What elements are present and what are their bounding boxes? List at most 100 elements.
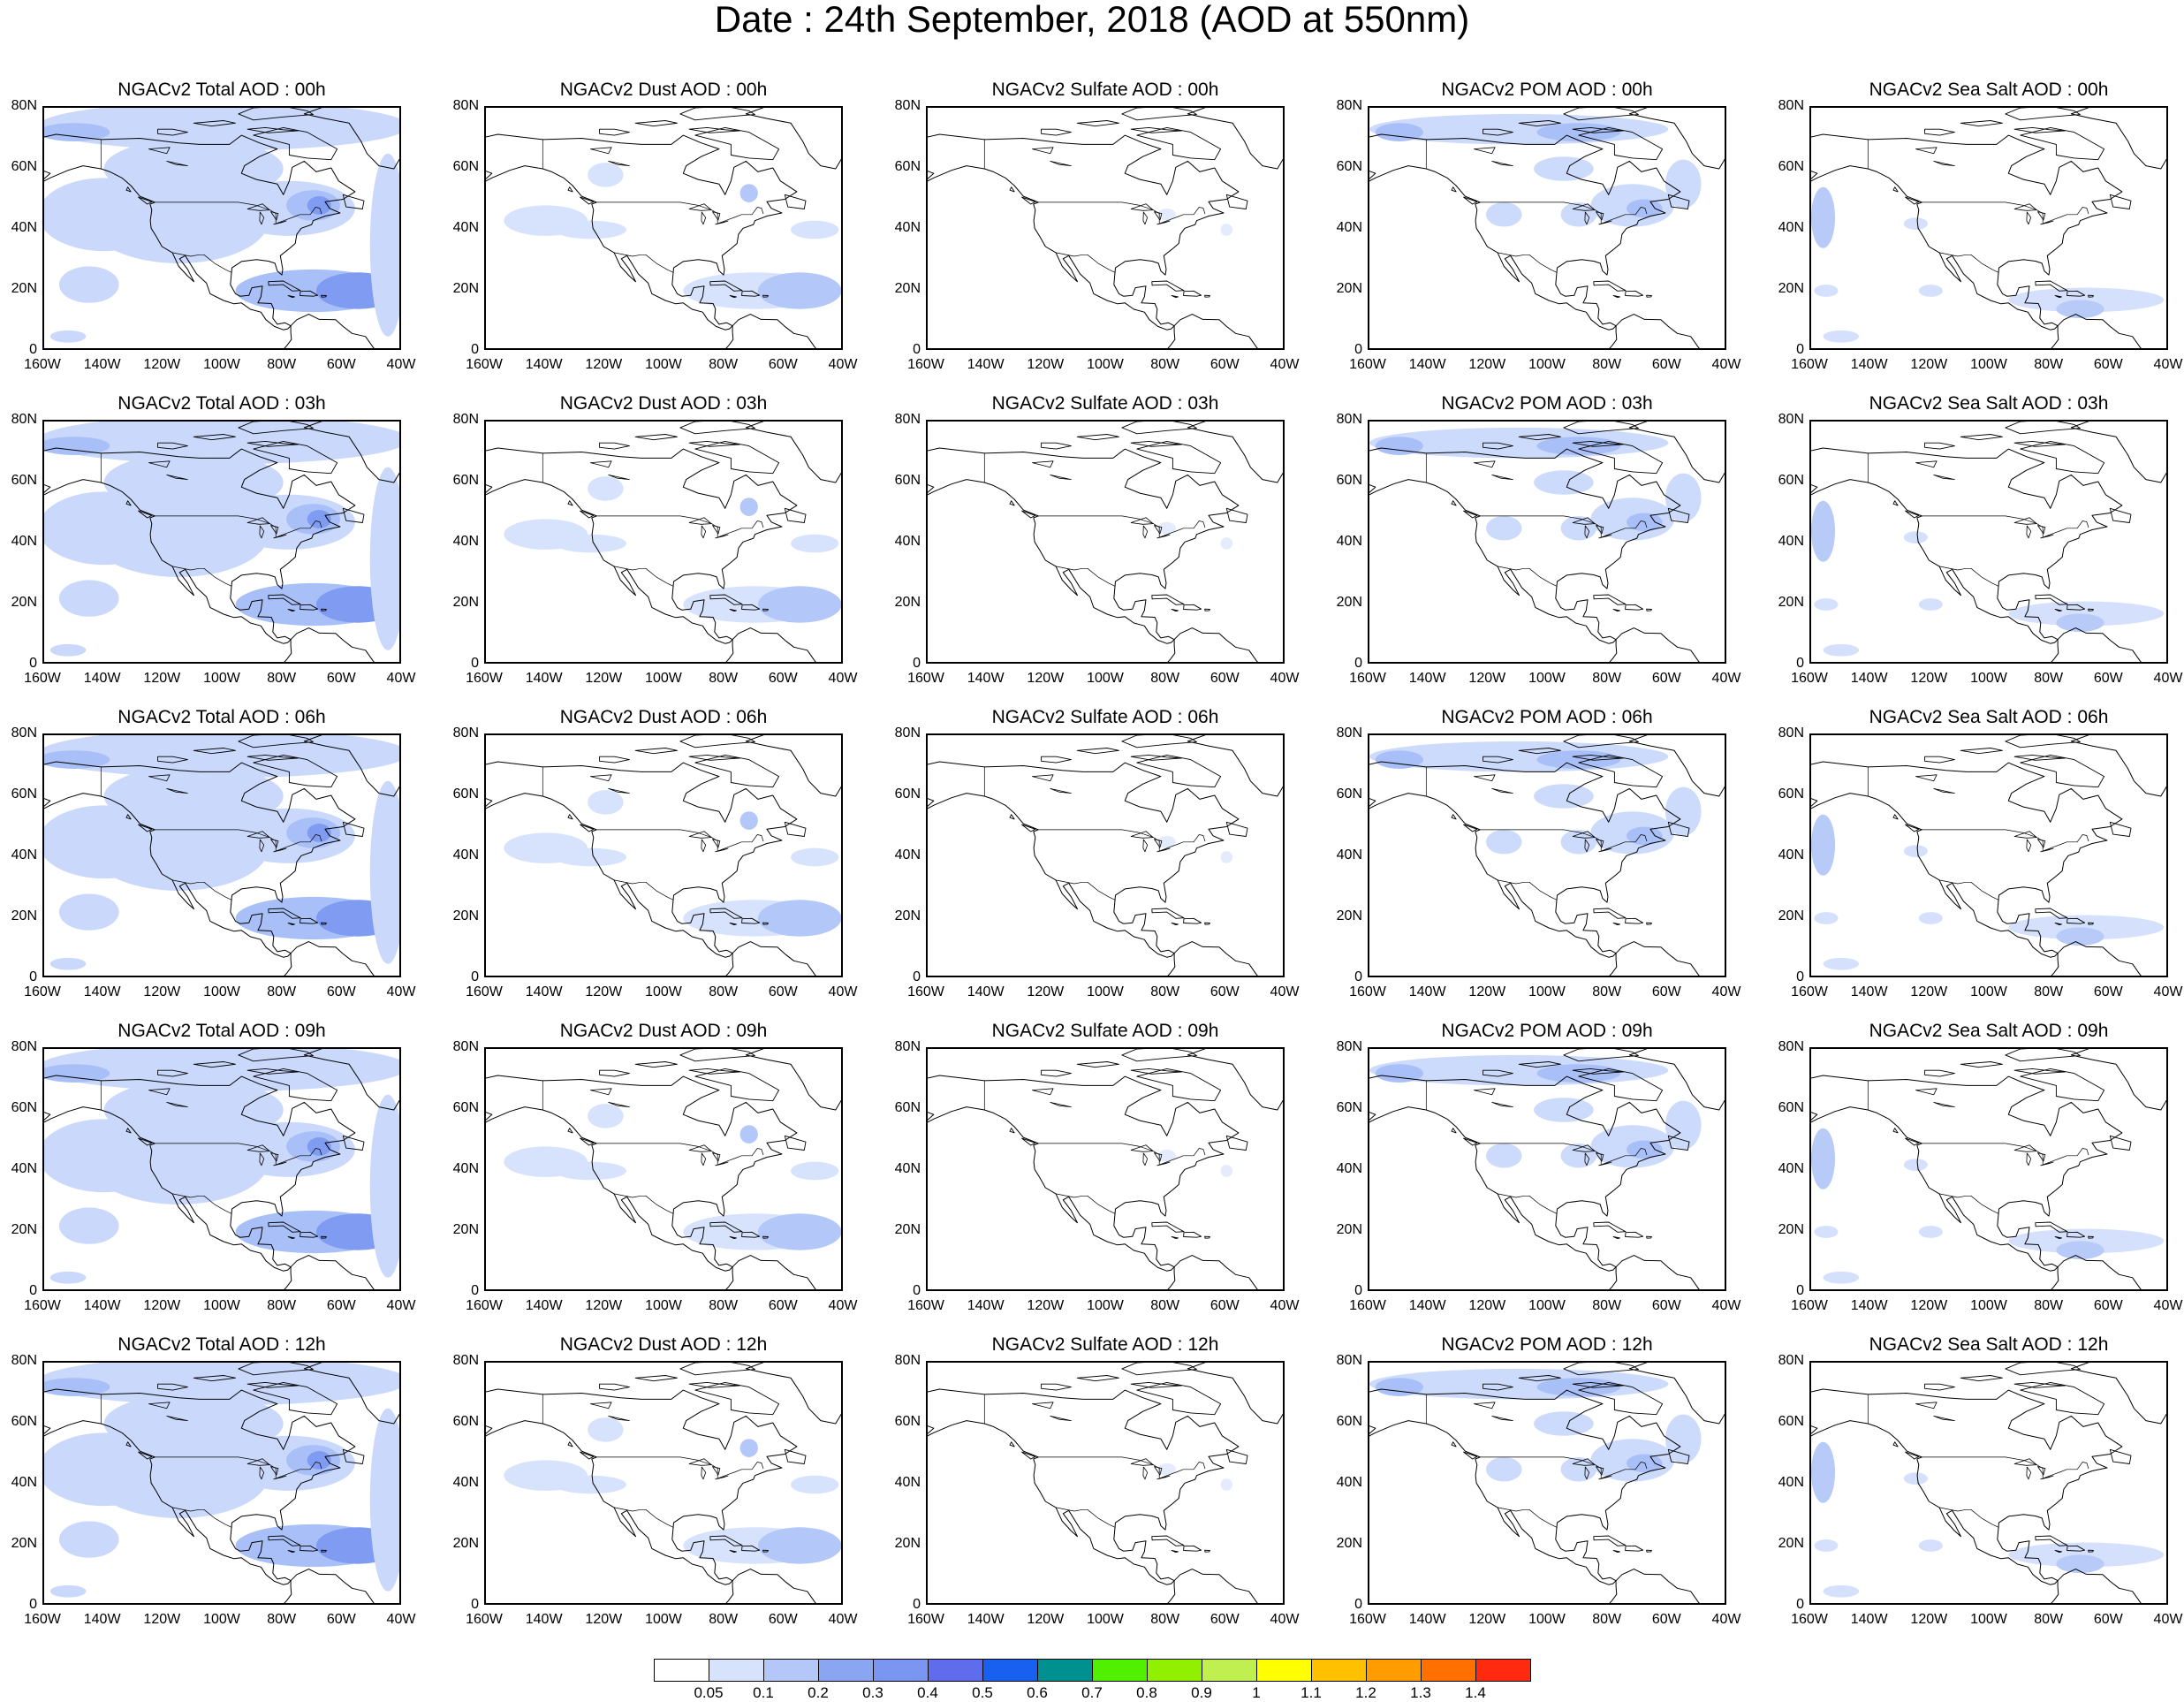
island-outline — [1021, 510, 1036, 519]
lon-tick-label: 160W — [907, 984, 944, 999]
lat-tick-label: 0 — [471, 1597, 479, 1612]
island-outline — [599, 128, 630, 136]
lon-tick-label: 40W — [386, 357, 416, 372]
lon-tick-label: 60W — [2093, 1298, 2123, 1313]
lat-tick-label: 20N — [1336, 1536, 1362, 1551]
island-outline — [1924, 756, 1955, 764]
island-outline — [1183, 1231, 1202, 1238]
country-border — [155, 829, 322, 852]
island-outline — [580, 510, 595, 519]
island-outline — [1021, 1451, 1036, 1460]
lon-tick-label: 120W — [1468, 1298, 1506, 1313]
aod-shading — [2056, 1241, 2104, 1260]
panel-title: NGACv2 Dust AOD : 06h — [559, 707, 768, 727]
aod-shading — [1375, 1378, 1423, 1396]
lake-outline — [1491, 1102, 1513, 1107]
lon-tick-label: 100W — [1970, 1612, 2007, 1627]
lon-tick-label: 60W — [326, 1298, 356, 1313]
lake-outline — [1598, 1475, 1612, 1480]
lon-tick-label: 100W — [1087, 671, 1124, 686]
map-canvas — [928, 1049, 1283, 1289]
lon-tick-label: 60W — [768, 984, 798, 999]
lake-outline — [590, 460, 612, 468]
aod-shading — [1220, 1478, 1233, 1491]
island-outline — [784, 1448, 807, 1464]
island-outline — [1009, 500, 1015, 506]
country-border — [1038, 829, 1206, 852]
island-outline — [2109, 1135, 2132, 1151]
colorbar-label: 1.3 — [1410, 1684, 1431, 1701]
map-canvas — [1811, 108, 2166, 348]
lat-tick-label: 40N — [1336, 1475, 1362, 1490]
coastline — [1609, 314, 1700, 348]
lat-tick-label: 0 — [29, 342, 37, 357]
island-outline — [1612, 1550, 1620, 1554]
island-outline — [2109, 194, 2132, 209]
lon-tick-label: 120W — [1910, 671, 1948, 686]
lat-tick-label: 60N — [894, 159, 921, 174]
aod-shading — [1811, 1441, 1836, 1503]
coastline — [2051, 1569, 2142, 1603]
island-outline — [1905, 196, 1920, 205]
map-canvas — [1811, 1049, 2166, 1289]
lon-tick-label: 80W — [709, 1298, 739, 1313]
coastline — [1369, 761, 1681, 958]
lat-tick-label: 40N — [1336, 847, 1362, 862]
panel-title: NGACv2 Sea Salt AOD : 06h — [1869, 707, 2109, 727]
lat-tick-label: 0 — [913, 342, 921, 357]
coastline — [1167, 627, 1258, 662]
island-outline — [1009, 1441, 1015, 1447]
panel-title: NGACv2 Sea Salt AOD : 09h — [1869, 1021, 2109, 1041]
lake-outline — [148, 774, 171, 782]
coastline — [284, 627, 375, 662]
island-outline — [729, 1550, 737, 1554]
lon-tick-label: 40W — [386, 1612, 416, 1627]
coastline — [745, 108, 841, 170]
aod-shading — [44, 422, 399, 465]
island-outline — [1171, 1236, 1179, 1240]
coastline — [303, 735, 399, 797]
lake-outline — [1050, 1416, 1072, 1421]
lat-tick-label: 80N — [1336, 98, 1362, 113]
lon-tick-label: 40W — [386, 984, 416, 999]
aod-shading — [1814, 912, 1839, 924]
lon-tick-label: 120W — [143, 984, 181, 999]
island-outline — [2020, 440, 2105, 475]
lat-tick-label: 40N — [11, 534, 37, 549]
island-outline — [1009, 1128, 1015, 1134]
aod-shading — [1823, 1271, 1860, 1284]
coastline — [2051, 314, 2142, 348]
island-outline — [1136, 1381, 1222, 1416]
lake-outline — [701, 1152, 707, 1166]
aod-shading — [1626, 826, 1663, 846]
island-outline — [694, 440, 780, 475]
coastline — [303, 1363, 399, 1425]
lon-tick-label: 40W — [1270, 357, 1300, 372]
country-border — [1939, 879, 1999, 900]
island-outline — [1563, 1363, 1639, 1376]
lake-outline — [1933, 161, 1955, 166]
island-outline — [1041, 128, 1072, 136]
lon-tick-label: 60W — [1651, 671, 1681, 686]
coastline — [725, 314, 816, 348]
panel-title: NGACv2 Sea Salt AOD : 12h — [1869, 1334, 2109, 1355]
island-outline — [679, 735, 755, 748]
lon-tick-label: 160W — [24, 357, 61, 372]
lake-outline — [2040, 1475, 2054, 1480]
coastline — [928, 447, 1240, 644]
lat-tick-label: 60N — [1336, 1414, 1362, 1429]
lake-outline — [1933, 788, 1955, 794]
lon-tick-label: 120W — [585, 671, 623, 686]
lake-outline — [1032, 147, 1054, 155]
coastline — [1628, 735, 1725, 797]
lon-tick-label: 40W — [2153, 1612, 2183, 1627]
aod-shading — [1918, 285, 1943, 297]
coastline — [1609, 1569, 1700, 1603]
island-outline — [253, 440, 338, 475]
aod-shading — [1220, 1165, 1233, 1177]
lake-outline — [1142, 1466, 1149, 1480]
lake-outline — [1156, 1475, 1171, 1480]
lake-outline — [2013, 1458, 2037, 1466]
lat-tick-label: 40N — [1336, 220, 1362, 235]
aod-shading — [1903, 845, 1928, 857]
